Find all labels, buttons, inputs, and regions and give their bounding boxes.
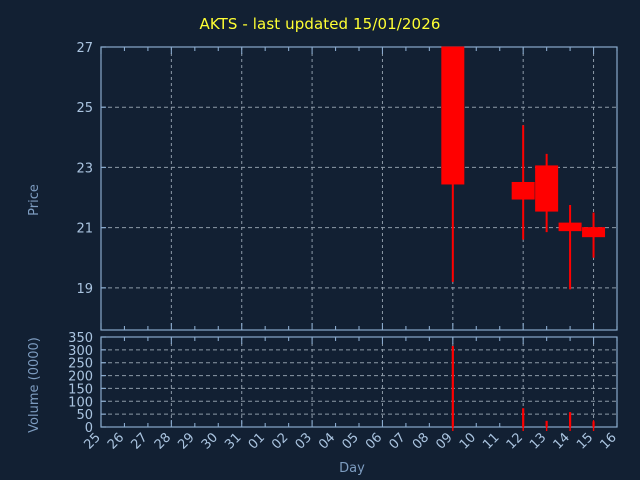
- day-tick-label: 10: [457, 430, 479, 452]
- chart-title: AKTS - last updated 15/01/2026: [199, 15, 441, 33]
- candle-body: [558, 222, 582, 232]
- day-tick-label: 16: [598, 430, 620, 452]
- volume-tick-label: 300: [68, 344, 93, 359]
- day-tick-label: 03: [293, 430, 315, 452]
- day-tick-label: 09: [433, 430, 455, 452]
- volume-frame-rect: [100, 336, 618, 428]
- day-tick-label: 30: [199, 430, 221, 452]
- volume-tick-label: 100: [68, 395, 93, 410]
- x-axis-ticks: [100, 47, 618, 431]
- day-tick-label: 11: [480, 430, 502, 452]
- candlestick: [558, 205, 582, 290]
- day-tick-label: 04: [316, 430, 338, 452]
- candlestick-series: [441, 46, 606, 290]
- volume-tick-label: 350: [68, 331, 93, 346]
- x-tick-labels: 25 26 27 28 29 30 31 01 02 03 04 05 06 07 08 09 10 11 12 13…: [82, 430, 620, 452]
- volume-grid: [101, 337, 617, 427]
- price-tick-labels: 19 21 23 25 27: [76, 41, 93, 297]
- volume-tick-label: 0: [85, 421, 93, 436]
- candle-body: [511, 181, 535, 200]
- day-tick-label: 07: [386, 430, 408, 452]
- candle-body: [441, 46, 465, 185]
- day-tick-label: 12: [504, 430, 526, 452]
- price-tick-label: 23: [76, 161, 93, 176]
- day-tick-label: 29: [175, 430, 197, 452]
- price-tick-label: 21: [76, 222, 93, 237]
- day-tick-label: 31: [222, 430, 244, 452]
- day-tick-label: 06: [363, 430, 385, 452]
- volume-tick-label: 200: [68, 370, 93, 385]
- x-axis-label-day: Day: [339, 461, 365, 476]
- volume-axis-ticks: [101, 336, 106, 428]
- price-grid: [101, 47, 617, 330]
- day-tick-label: 01: [246, 430, 268, 452]
- candlestick: [535, 153, 559, 233]
- price-tick-label: 19: [76, 282, 93, 297]
- candlestick: [582, 212, 606, 258]
- day-tick-label: 27: [128, 430, 150, 452]
- day-tick-label: 14: [551, 430, 573, 452]
- day-tick-label: 05: [340, 430, 362, 452]
- volume-tick-label: 250: [68, 357, 93, 372]
- y-axis-label-price: Price: [27, 184, 42, 216]
- volume-plot-frame: [100, 336, 618, 428]
- volume-bar-series: [451, 346, 595, 427]
- price-tick-label: 25: [76, 101, 93, 116]
- day-tick-label: 28: [152, 430, 174, 452]
- price-axis-ticks: [101, 46, 106, 289]
- volume-tick-label: 150: [68, 382, 93, 397]
- day-tick-label: 15: [574, 430, 596, 452]
- candlestick: [441, 46, 465, 282]
- candlestick: [511, 125, 535, 240]
- price-tick-label: 27: [76, 41, 93, 56]
- day-tick-label: 02: [269, 430, 291, 452]
- day-tick-label: 13: [527, 430, 549, 452]
- candle-body: [535, 165, 559, 212]
- y-axis-label-volume: Volume (0000): [27, 337, 42, 433]
- volume-tick-label: 50: [76, 408, 93, 423]
- day-tick-label: 08: [410, 430, 432, 452]
- candle-body: [582, 227, 606, 238]
- day-tick-label: 26: [105, 430, 127, 452]
